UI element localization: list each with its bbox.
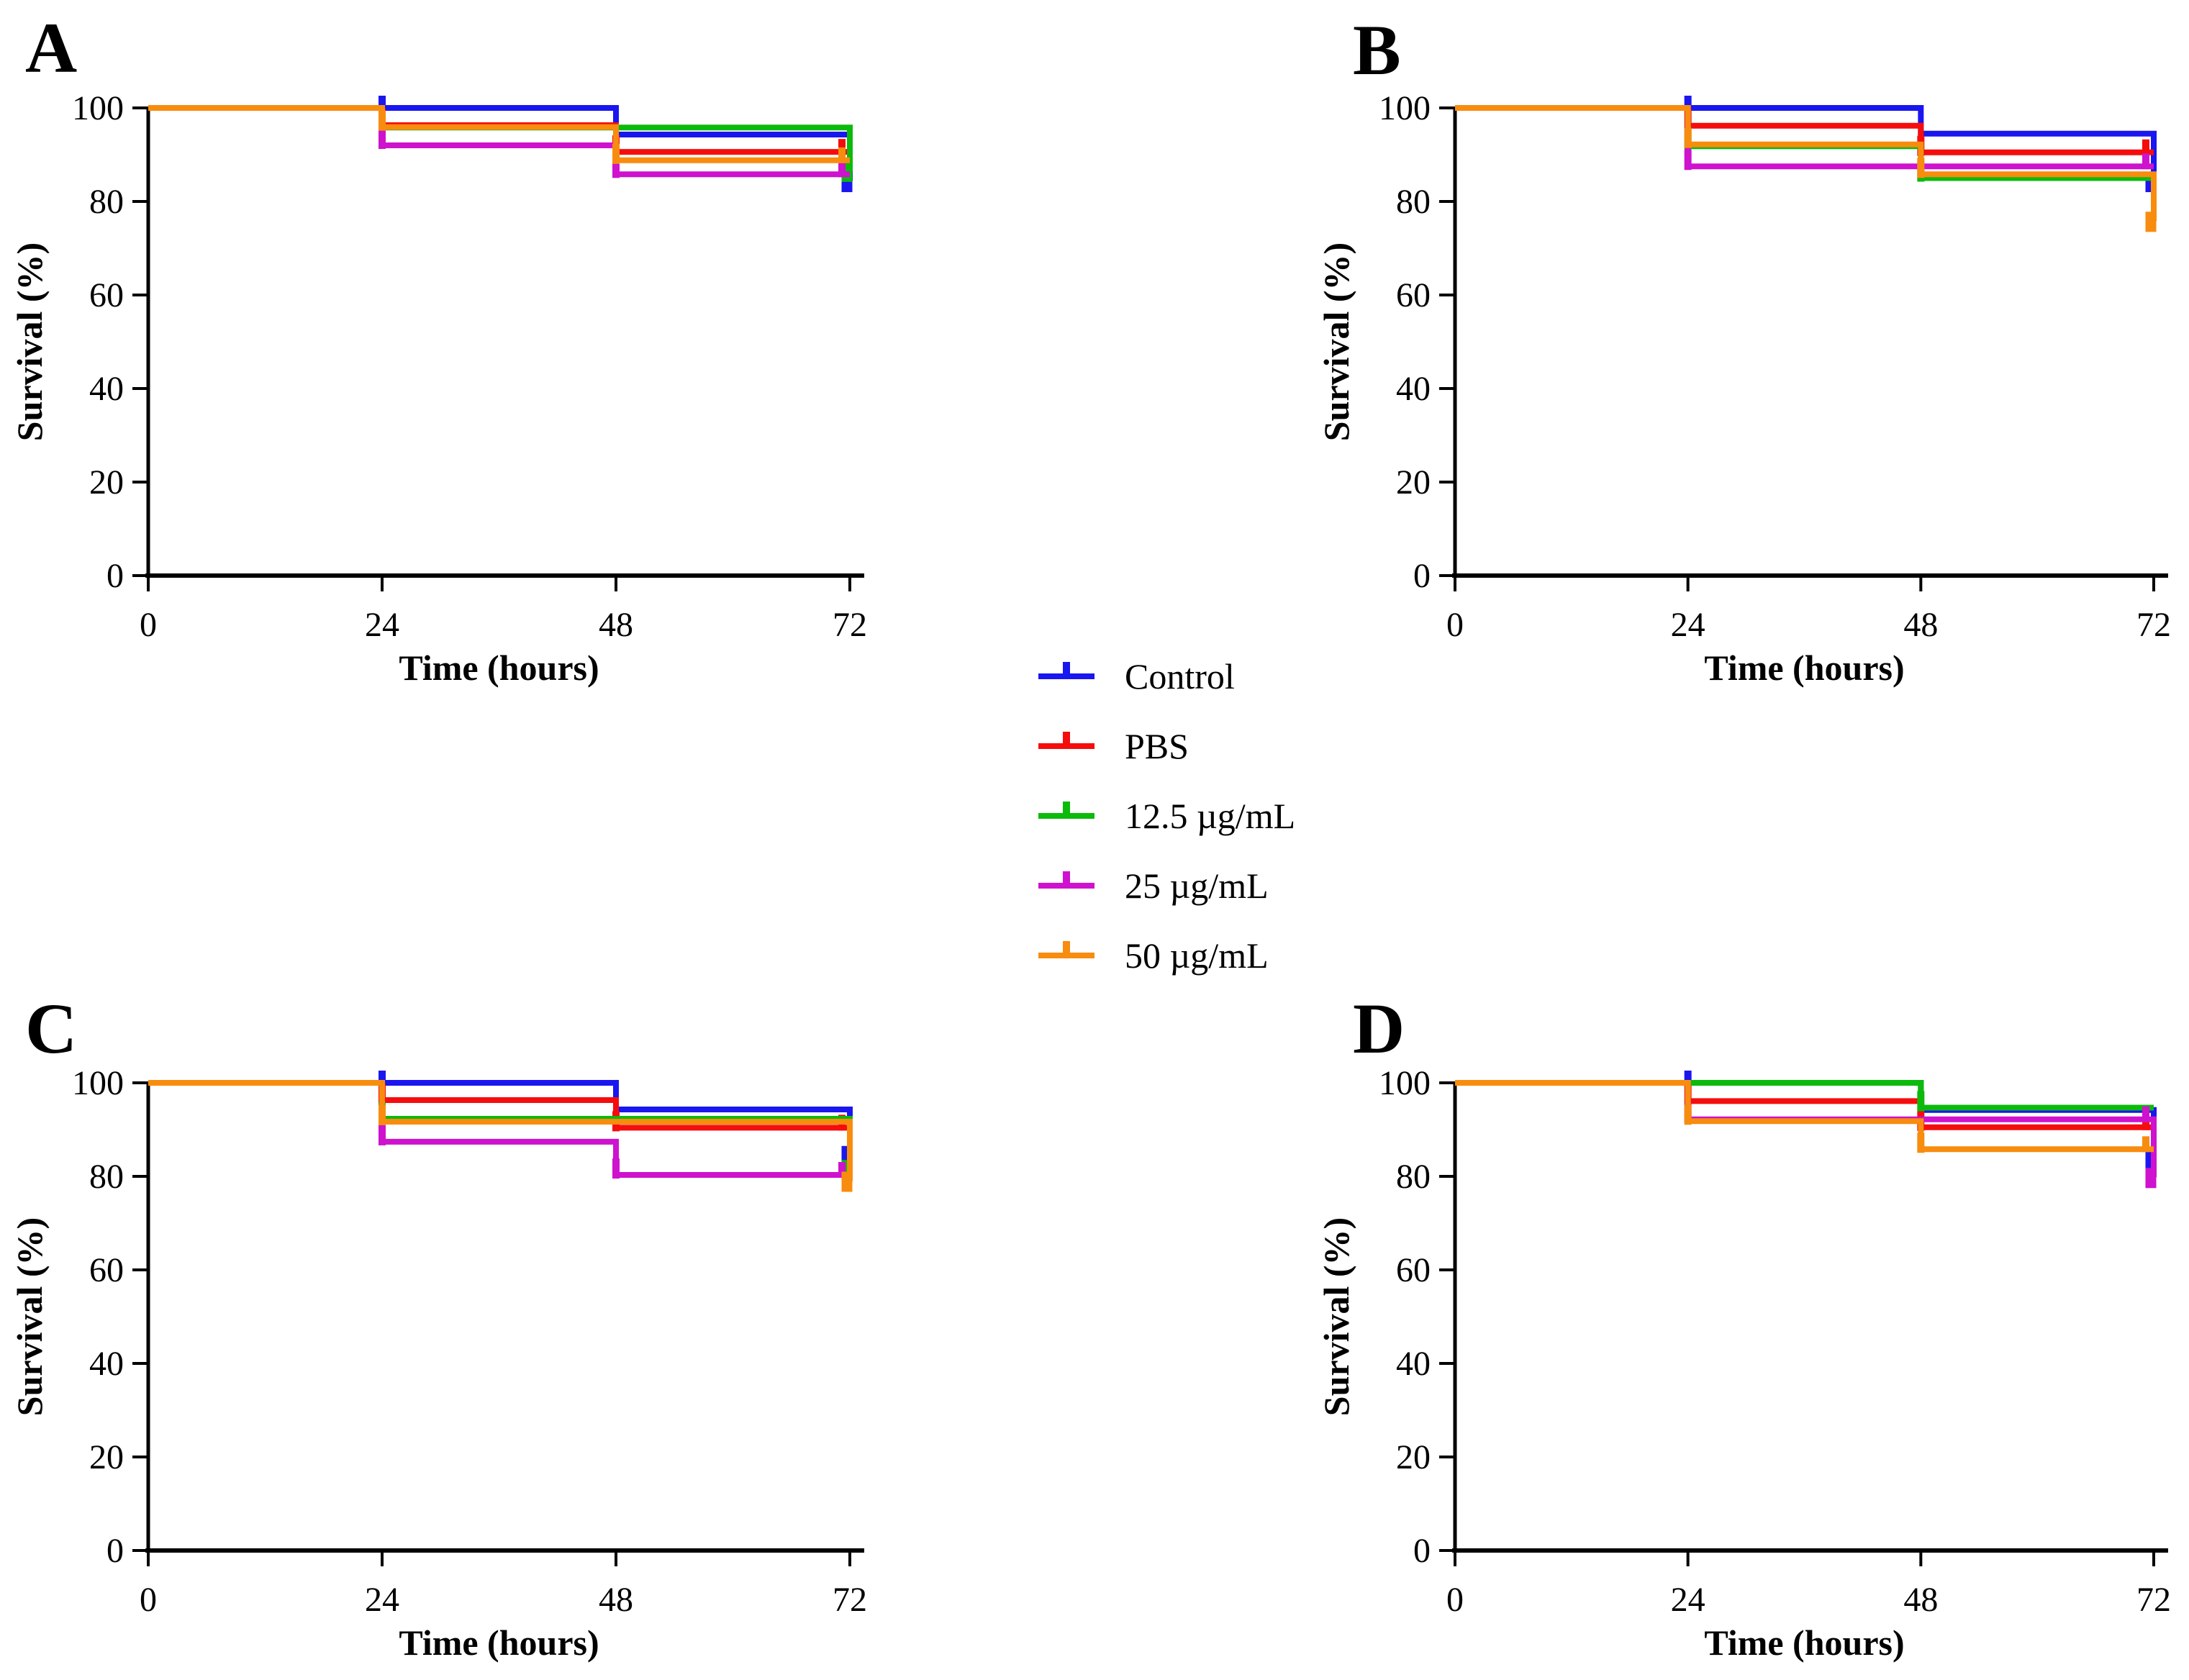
- x-axis-title-B: Time (hours): [1704, 648, 1904, 688]
- legend-label-control: Control: [1125, 656, 1235, 696]
- series-50-g-ml-D: [1455, 1080, 2154, 1153]
- y-tick-label-B-0: 0: [1413, 557, 1431, 595]
- x-tick-label-A-48: 48: [599, 606, 633, 644]
- y-tick-label-D-60: 60: [1396, 1251, 1431, 1289]
- legend-censor-tick-50-g-ml: [1063, 941, 1070, 955]
- y-tick-label-C-60: 60: [89, 1251, 124, 1289]
- y-tick-label-A-0: 0: [106, 557, 124, 595]
- panel-label-B: B: [1353, 10, 1401, 90]
- y-tick-label-D-0: 0: [1413, 1532, 1431, 1570]
- y-axis-title-A: Survival (%): [9, 242, 50, 441]
- x-tick-label-C-24: 24: [365, 1581, 399, 1619]
- censor-tick-50-g-ml-D-24: [1684, 1104, 1692, 1125]
- y-tick-label-A-20: 20: [89, 463, 124, 501]
- y-tick-label-B-20: 20: [1396, 463, 1431, 501]
- y-tick-label-D-100: 100: [1379, 1064, 1431, 1102]
- censor-tick-50-g-ml-B-48: [1917, 158, 1925, 178]
- y-tick-label-D-20: 20: [1396, 1438, 1431, 1476]
- y-tick-label-C-40: 40: [89, 1345, 124, 1383]
- y-axis-title-D: Survival (%): [1316, 1217, 1356, 1416]
- censor-tick-pbs-B-72: [2142, 139, 2149, 155]
- censor-tick-25-g-ml-A-48: [612, 158, 620, 178]
- x-tick-label-D-0: 0: [1446, 1581, 1464, 1619]
- censor-tick-50-g-ml-A-72: [838, 147, 846, 163]
- censor-tick-pbs-D-72: [2142, 1114, 2149, 1130]
- censor-tick-50-g-ml-A-48: [612, 143, 620, 164]
- x-tick-label-A-0: 0: [140, 606, 157, 644]
- x-axis-title-A: Time (hours): [399, 648, 599, 688]
- x-tick-label-A-24: 24: [365, 606, 399, 644]
- series-50-g-ml-A: [148, 105, 850, 163]
- x-tick-label-B-48: 48: [1903, 606, 1938, 644]
- y-tick-label-B-60: 60: [1396, 276, 1431, 314]
- end-cap-50-g-ml-C: [841, 1171, 853, 1192]
- censor-tick-pbs-A-72: [838, 139, 846, 155]
- legend-label-pbs: PBS: [1125, 726, 1189, 766]
- censor-tick-50-g-ml-C-24: [379, 1104, 386, 1125]
- legend-label-12.5-g-ml: 12.5 µg/mL: [1125, 796, 1295, 836]
- censor-tick-50-g-ml-D-48: [1917, 1132, 1925, 1153]
- y-axis-title-B: Survival (%): [1316, 242, 1356, 441]
- x-tick-label-C-0: 0: [140, 1581, 157, 1619]
- x-tick-label-B-0: 0: [1446, 606, 1464, 644]
- series-50-g-ml-C: [148, 1080, 853, 1181]
- x-tick-label-B-72: 72: [2136, 606, 2171, 644]
- y-tick-label-D-40: 40: [1396, 1345, 1431, 1383]
- censor-tick-25-g-ml-A-24: [379, 129, 386, 149]
- panel-label-C: C: [25, 989, 77, 1068]
- series-25-g-ml-A: [148, 105, 850, 178]
- censor-tick-50-g-ml-A-24: [379, 110, 386, 131]
- x-tick-label-B-24: 24: [1671, 606, 1705, 644]
- y-axis-title-C: Survival (%): [9, 1217, 50, 1416]
- x-tick-label-C-72: 72: [833, 1581, 867, 1619]
- panel-label-D: D: [1353, 989, 1405, 1068]
- censor-tick-25-g-ml-C-48: [612, 1158, 620, 1179]
- y-tick-label-D-80: 80: [1396, 1158, 1431, 1196]
- censor-tick-25-g-ml-C-72: [838, 1162, 846, 1179]
- series-25-g-ml-B: [1455, 105, 2154, 170]
- y-tick-label-B-40: 40: [1396, 370, 1431, 408]
- legend-label-25-g-ml: 25 µg/mL: [1125, 866, 1269, 906]
- censor-tick-control-D-24: [1684, 1071, 1692, 1083]
- y-tick-label-C-80: 80: [89, 1158, 124, 1196]
- x-tick-label-D-48: 48: [1903, 1581, 1938, 1619]
- x-axis-title-D: Time (hours): [1704, 1622, 1904, 1663]
- censor-tick-25-g-ml-B-72: [2142, 153, 2149, 170]
- panel-label-A: A: [25, 8, 77, 88]
- censor-tick-12.5-g-ml-D-48: [1917, 1091, 1925, 1112]
- y-tick-label-A-80: 80: [89, 183, 124, 221]
- y-tick-label-A-100: 100: [72, 89, 124, 127]
- y-tick-label-B-80: 80: [1396, 183, 1431, 221]
- y-tick-label-A-60: 60: [89, 276, 124, 314]
- y-tick-label-B-100: 100: [1379, 89, 1431, 127]
- y-tick-label-A-40: 40: [89, 370, 124, 408]
- legend-censor-tick-pbs: [1063, 732, 1070, 746]
- censor-tick-25-g-ml-B-24: [1684, 150, 1692, 171]
- y-tick-label-C-0: 0: [106, 1532, 124, 1570]
- x-tick-label-D-72: 72: [2136, 1581, 2171, 1619]
- x-tick-label-A-72: 72: [833, 606, 867, 644]
- legend-censor-tick-25-g-ml: [1063, 871, 1070, 886]
- x-tick-label-D-24: 24: [1671, 1581, 1705, 1619]
- censor-tick-25-g-ml-D-72: [2142, 1106, 2149, 1122]
- series-50-g-ml-B: [1455, 105, 2157, 222]
- censor-tick-control-B-24: [1684, 96, 1692, 108]
- censor-tick-control-A-24: [379, 96, 386, 108]
- censor-tick-50-g-ml-D-72: [2142, 1136, 2149, 1153]
- y-tick-label-C-100: 100: [72, 1064, 124, 1102]
- legend-label-50-g-ml: 50 µg/mL: [1125, 935, 1269, 976]
- end-cap-50-g-ml-B: [2145, 212, 2157, 232]
- y-tick-label-C-20: 20: [89, 1438, 124, 1476]
- censor-tick-25-g-ml-A-72: [838, 161, 846, 178]
- legend-censor-tick-12.5-g-ml: [1063, 802, 1070, 816]
- x-tick-label-C-48: 48: [599, 1581, 633, 1619]
- censor-tick-control-C-24: [379, 1071, 386, 1083]
- end-cap-25-g-ml-D: [2145, 1168, 2157, 1189]
- x-axis-title-C: Time (hours): [399, 1622, 599, 1663]
- censor-tick-50-g-ml-B-24: [1684, 127, 1692, 148]
- censor-tick-25-g-ml-C-24: [379, 1125, 386, 1145]
- legend-censor-tick-control: [1063, 662, 1070, 676]
